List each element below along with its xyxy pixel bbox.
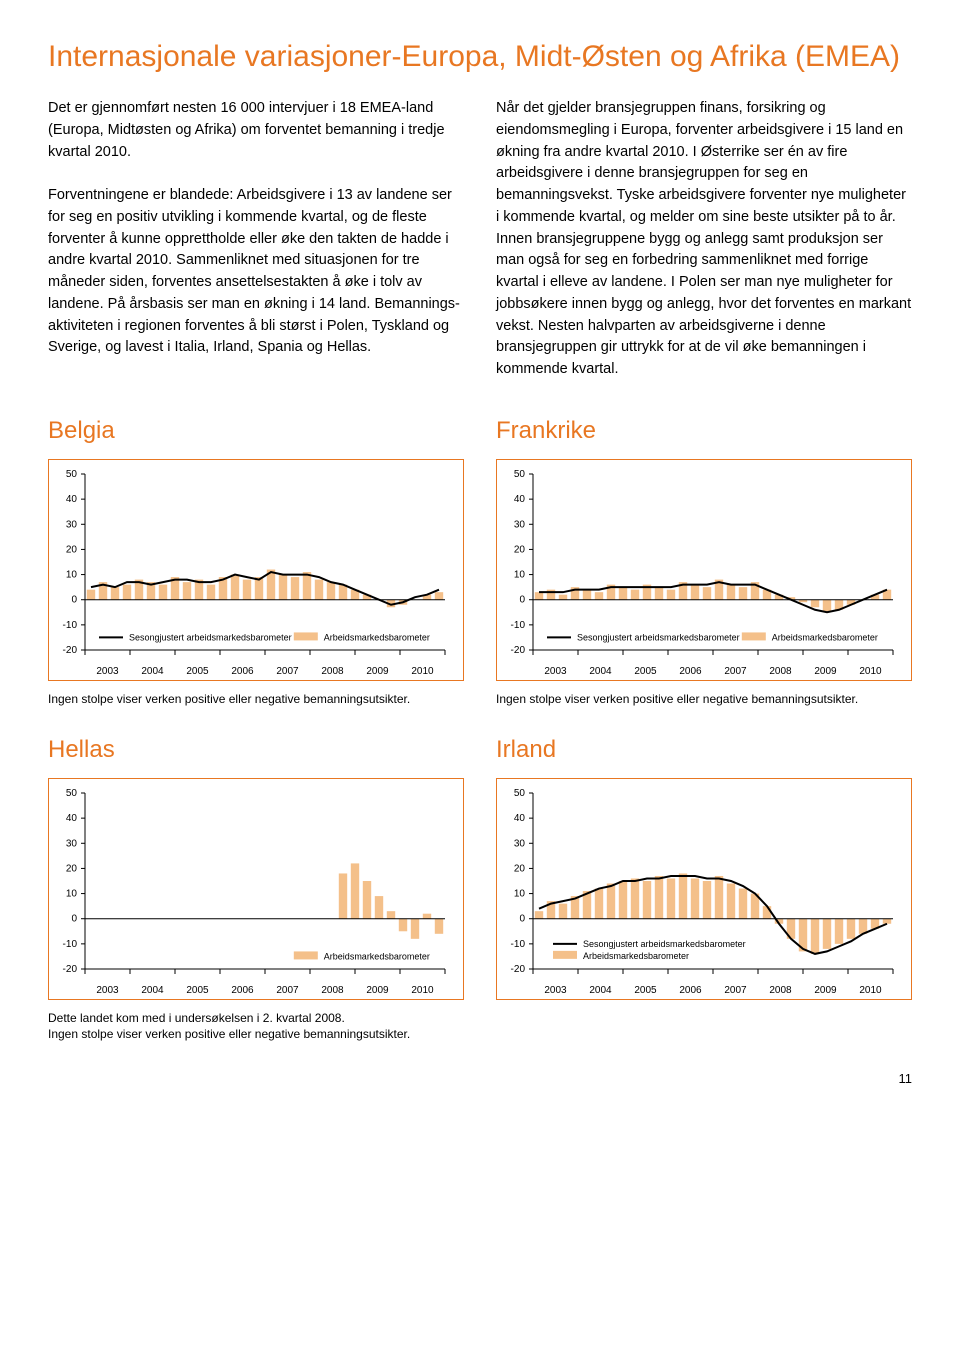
svg-text:2009: 2009 <box>366 666 389 677</box>
chart-title-frankrike: Frankrike <box>496 417 912 445</box>
svg-text:2004: 2004 <box>589 666 612 677</box>
svg-text:-10: -10 <box>63 938 78 949</box>
svg-text:Sesongjustert arbeidsmarkedsba: Sesongjustert arbeidsmarkedsbarometer <box>583 938 746 948</box>
svg-text:Arbeidsmarkedsbarometer: Arbeidsmarkedsbarometer <box>324 951 430 961</box>
svg-text:0: 0 <box>519 594 525 605</box>
svg-text:0: 0 <box>71 594 77 605</box>
svg-text:2005: 2005 <box>186 985 209 996</box>
svg-text:10: 10 <box>66 569 78 580</box>
svg-text:10: 10 <box>514 888 526 899</box>
svg-text:-10: -10 <box>511 938 526 949</box>
svg-text:20: 20 <box>66 544 78 555</box>
svg-text:2007: 2007 <box>276 985 299 996</box>
chart-block-irland: Irland -20 -10 0 10 20 30 40 50 2003 2004 2005 2006… <box>496 736 912 1044</box>
svg-text:40: 40 <box>66 494 78 505</box>
svg-text:2010: 2010 <box>411 985 434 996</box>
svg-text:2008: 2008 <box>321 985 344 996</box>
right-column-text: Når det gjelder bransjegruppen finans, f… <box>496 98 912 381</box>
chart-box-hellas: -20 -10 0 10 20 30 40 50 2003 2004 2005 2006 2007 200… <box>48 778 464 1000</box>
svg-text:2010: 2010 <box>859 666 882 677</box>
svg-text:2003: 2003 <box>544 985 567 996</box>
chart-note-hellas: Dette landet kom med i undersøkelsen i 2… <box>48 1010 464 1044</box>
svg-text:2005: 2005 <box>634 985 657 996</box>
chart-title-irland: Irland <box>496 736 912 764</box>
svg-text:Arbeidsmarkedsbarometer: Arbeidsmarkedsbarometer <box>772 632 878 642</box>
chart-note-belgia: Ingen stolpe viser verken positive eller… <box>48 691 464 708</box>
svg-text:2004: 2004 <box>141 666 164 677</box>
svg-text:2010: 2010 <box>411 666 434 677</box>
svg-text:10: 10 <box>66 888 78 899</box>
svg-text:2008: 2008 <box>769 985 792 996</box>
svg-text:2008: 2008 <box>769 666 792 677</box>
chart-block-hellas: Hellas -20 -10 0 10 20 30 40 50 2003 2004 2005 2006… <box>48 736 464 1044</box>
chart-title-hellas: Hellas <box>48 736 464 764</box>
page-title: Internasjonale variasjoner-Europa, Midt-… <box>48 40 912 74</box>
svg-text:40: 40 <box>66 813 78 824</box>
svg-text:0: 0 <box>519 913 525 924</box>
svg-text:2006: 2006 <box>231 666 254 677</box>
page-number: 11 <box>48 1071 912 1086</box>
svg-text:Sesongjustert arbeidsmarkedsba: Sesongjustert arbeidsmarkedsbarometer <box>129 632 292 642</box>
body-columns: Det er gjennomført nesten 16 000 intervj… <box>48 98 912 381</box>
svg-text:2007: 2007 <box>724 666 747 677</box>
svg-text:2005: 2005 <box>634 666 657 677</box>
svg-text:2006: 2006 <box>231 985 254 996</box>
chart-box-frankrike: -20 -10 0 10 20 30 40 50 2003 2004 2005 2006 2007 200… <box>496 459 912 681</box>
svg-text:-10: -10 <box>511 620 526 631</box>
svg-text:40: 40 <box>514 813 526 824</box>
svg-text:Arbeidsmarkedsbarometer: Arbeidsmarkedsbarometer <box>324 632 430 642</box>
svg-text:-10: -10 <box>63 620 78 631</box>
svg-text:2006: 2006 <box>679 666 702 677</box>
svg-text:2009: 2009 <box>814 666 837 677</box>
svg-text:20: 20 <box>66 863 78 874</box>
svg-text:2003: 2003 <box>96 666 119 677</box>
svg-text:2010: 2010 <box>859 985 882 996</box>
svg-text:20: 20 <box>514 863 526 874</box>
svg-text:-20: -20 <box>511 964 526 975</box>
svg-text:50: 50 <box>514 788 526 799</box>
chart-title-belgia: Belgia <box>48 417 464 445</box>
svg-text:2003: 2003 <box>96 985 119 996</box>
svg-text:2005: 2005 <box>186 666 209 677</box>
svg-text:2008: 2008 <box>321 666 344 677</box>
svg-text:Arbeidsmarkedsbarometer: Arbeidsmarkedsbarometer <box>583 950 689 960</box>
svg-text:2009: 2009 <box>814 985 837 996</box>
charts-row-1: Belgia -20 -10 0 10 20 30 40 50 2003 2004 2005 2006… <box>48 417 912 708</box>
svg-text:20: 20 <box>514 544 526 555</box>
svg-text:2007: 2007 <box>276 666 299 677</box>
svg-text:0: 0 <box>71 913 77 924</box>
svg-text:-20: -20 <box>511 645 526 656</box>
svg-text:2009: 2009 <box>366 985 389 996</box>
chart-box-belgia: -20 -10 0 10 20 30 40 50 2003 2004 2005 2006 2007 200… <box>48 459 464 681</box>
svg-text:30: 30 <box>66 838 78 849</box>
svg-text:2007: 2007 <box>724 985 747 996</box>
svg-text:50: 50 <box>66 469 78 480</box>
svg-text:50: 50 <box>66 788 78 799</box>
svg-text:10: 10 <box>514 569 526 580</box>
svg-text:2004: 2004 <box>141 985 164 996</box>
svg-text:2004: 2004 <box>589 985 612 996</box>
chart-block-belgia: Belgia -20 -10 0 10 20 30 40 50 2003 2004 2005 2006… <box>48 417 464 708</box>
svg-text:30: 30 <box>66 519 78 530</box>
left-column-text: Det er gjennomført nesten 16 000 intervj… <box>48 98 464 381</box>
charts-row-2: Hellas -20 -10 0 10 20 30 40 50 2003 2004 2005 2006… <box>48 736 912 1044</box>
svg-text:50: 50 <box>514 469 526 480</box>
chart-block-frankrike: Frankrike -20 -10 0 10 20 30 40 50 2003 2004 2005 2… <box>496 417 912 708</box>
chart-box-irland: -20 -10 0 10 20 30 40 50 2003 2004 2005 2006 2007 200… <box>496 778 912 1000</box>
svg-text:2003: 2003 <box>544 666 567 677</box>
svg-text:30: 30 <box>514 519 526 530</box>
chart-note-frankrike: Ingen stolpe viser verken positive eller… <box>496 691 912 708</box>
svg-text:-20: -20 <box>63 645 78 656</box>
svg-text:2006: 2006 <box>679 985 702 996</box>
svg-text:Sesongjustert arbeidsmarkedsba: Sesongjustert arbeidsmarkedsbarometer <box>577 632 740 642</box>
svg-text:-20: -20 <box>63 964 78 975</box>
svg-text:30: 30 <box>514 838 526 849</box>
svg-text:40: 40 <box>514 494 526 505</box>
